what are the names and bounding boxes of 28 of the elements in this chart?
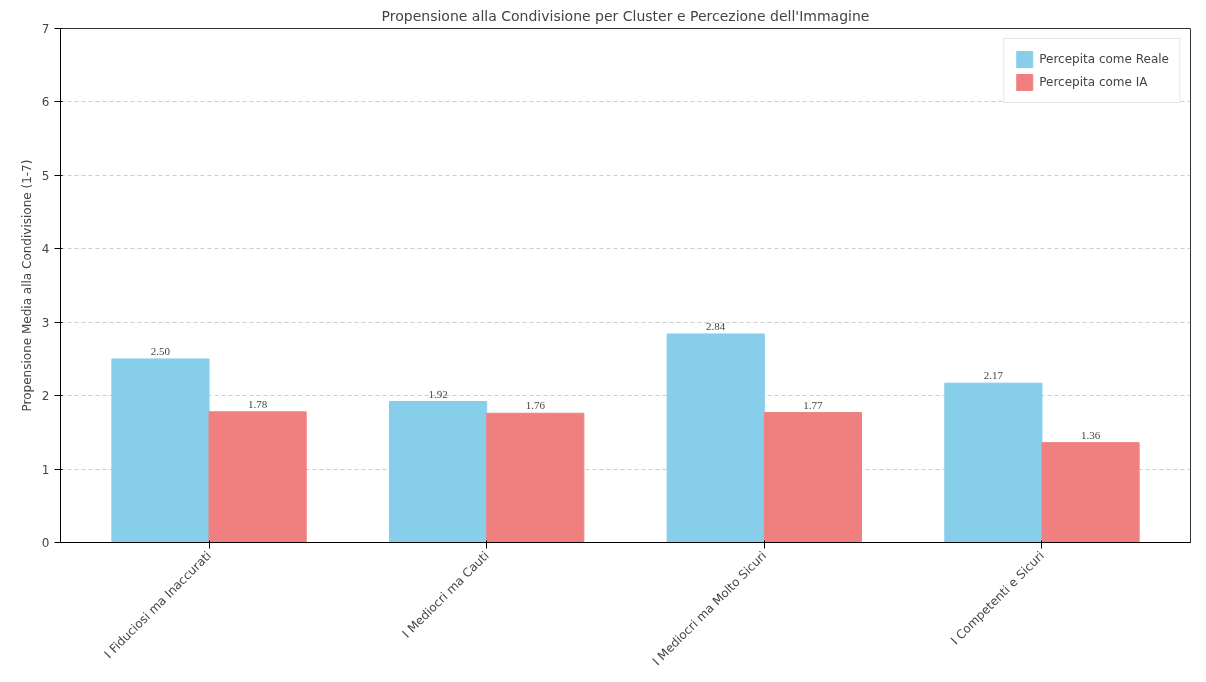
bar bbox=[666, 333, 765, 543]
y-axis-title: Propensione Media alla Condivisione (1-7) bbox=[19, 159, 34, 412]
y-tick-label: 6 bbox=[41, 95, 50, 110]
data-label: 1.78 bbox=[248, 397, 268, 410]
bar bbox=[389, 401, 488, 543]
data-label: 2.17 bbox=[983, 369, 1004, 382]
y-tick-label: 5 bbox=[41, 168, 50, 183]
bar bbox=[1041, 442, 1140, 543]
bar bbox=[763, 412, 862, 543]
y-tick-label: 4 bbox=[41, 242, 50, 257]
bar bbox=[486, 412, 585, 543]
y-tick-label: 3 bbox=[41, 315, 50, 330]
legend-label: Percepita come IA bbox=[1039, 75, 1148, 89]
y-tick-label: 0 bbox=[41, 536, 50, 550]
chart-title: Propensione alla Condivisione per Cluster e Percezione dell'Immagine bbox=[381, 7, 870, 24]
data-label: 1.36 bbox=[1080, 428, 1101, 441]
bar bbox=[111, 358, 210, 543]
y-tick-label: 1 bbox=[41, 462, 50, 477]
y-tick-label: 7 bbox=[41, 22, 50, 36]
bar bbox=[208, 411, 307, 543]
data-label: 1.92 bbox=[428, 387, 448, 400]
legend-label: Percepita come Reale bbox=[1039, 52, 1169, 66]
data-label: 2.50 bbox=[150, 344, 171, 357]
data-label: 1.77 bbox=[803, 398, 824, 411]
bar bbox=[944, 382, 1043, 543]
data-label: 1.76 bbox=[525, 399, 546, 412]
y-tick-label: 2 bbox=[41, 389, 50, 404]
data-label: 2.84 bbox=[706, 319, 726, 332]
